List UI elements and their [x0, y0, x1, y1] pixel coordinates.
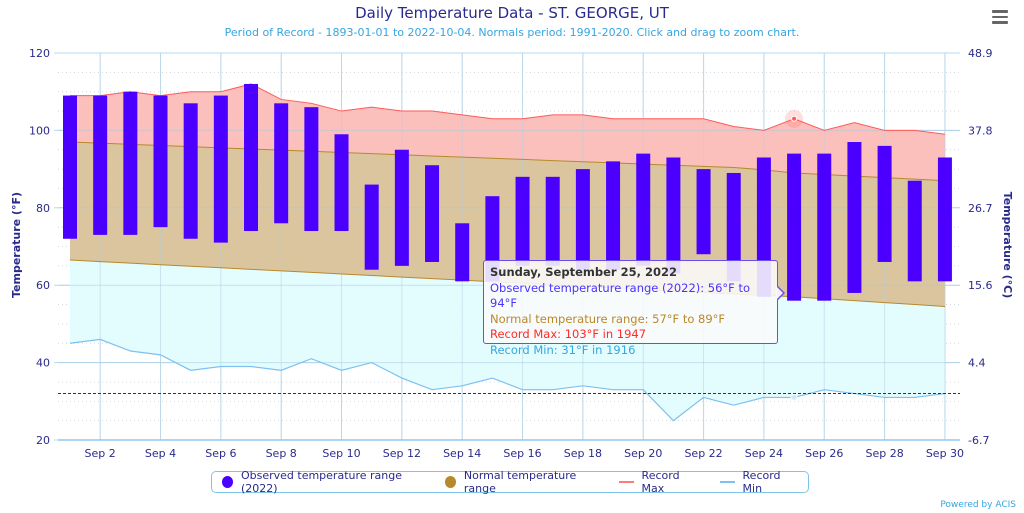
- legend-record-min-label: Record Min: [742, 469, 781, 495]
- legend-item-normal[interactable]: Normal temperature range: [444, 469, 599, 495]
- observed-bar: [666, 157, 681, 274]
- y-axis-label-left: Temperature (°F): [10, 192, 23, 298]
- record-max-band: [70, 83, 945, 181]
- record-min-hover-marker: [790, 393, 798, 401]
- x-tick-label: Sep 22: [684, 447, 722, 460]
- observed-bar: [304, 107, 319, 232]
- tooltip-date: Sunday, September 25, 2022: [490, 265, 677, 279]
- observed-bar: [636, 153, 651, 266]
- observed-bar: [334, 134, 349, 232]
- powered-by-link[interactable]: Powered by ACIS: [940, 500, 1016, 510]
- x-tick-label: Sep 10: [322, 447, 360, 460]
- y-tick-label-right: -6.7: [968, 434, 989, 447]
- observed-bars: [63, 83, 952, 401]
- legend-record-max-line-icon: [619, 481, 634, 483]
- x-tick-label: Sep 12: [383, 447, 421, 460]
- x-tick-label: Sep 16: [503, 447, 541, 460]
- y-tick-label-right: 48.9: [968, 47, 993, 60]
- observed-bar: [847, 142, 862, 293]
- y-tick-label-left: 80: [36, 202, 50, 215]
- x-tick-label: Sep 24: [745, 447, 783, 460]
- observed-bar: [575, 169, 590, 270]
- legend-observed-label: Observed temperature range (2022): [240, 469, 403, 495]
- chart-title: Daily Temperature Data - ST. GEORGE, UT: [355, 4, 669, 22]
- observed-bar: [63, 95, 77, 239]
- tooltip: Sunday, September 25, 2022 Observed temp…: [483, 260, 778, 357]
- chart-subtitle: Period of Record - 1893-01-01 to 2022-10…: [224, 26, 800, 39]
- observed-bar: [606, 161, 621, 270]
- observed-bar: [907, 180, 922, 282]
- legend: Observed temperature range (2022) Normal…: [211, 469, 809, 495]
- observed-bar: [93, 95, 108, 235]
- record-max-line: [70, 83, 945, 135]
- x-tick-label: Sep 30: [926, 447, 964, 460]
- observed-bar: [817, 153, 832, 301]
- x-tick-label: Sep 26: [805, 447, 843, 460]
- observed-bar: [696, 169, 711, 255]
- observed-bar: [153, 95, 168, 228]
- observed-bar: [394, 149, 409, 266]
- legend-record-min-line-icon: [719, 481, 735, 483]
- x-tick-label: Sep 8: [266, 447, 297, 460]
- x-tick-label: Sep 2: [85, 447, 116, 460]
- observed-bar: [726, 172, 741, 282]
- x-tick-label: Sep 4: [145, 447, 176, 460]
- observed-bar: [877, 145, 892, 262]
- legend-observed-dot-icon: [222, 476, 233, 488]
- y-tick-label-left: 120: [29, 47, 50, 60]
- legend-item-record-max[interactable]: Record Max: [619, 469, 700, 495]
- x-tick-label: Sep 20: [624, 447, 662, 460]
- legend-record-max-label: Record Max: [641, 469, 680, 495]
- legend-normal-dot-icon: [444, 476, 456, 488]
- observed-bar: [545, 176, 560, 266]
- axes: 20 40 60 80 100 120 -6.7 4.4 15.6 26.7 37.8 48.9 Sep…: [29, 47, 993, 460]
- y-axis-label-right: Temperature (°C): [1001, 192, 1014, 299]
- tooltip-observed: Observed temperature range (2022): 56°F …: [490, 280, 750, 311]
- y-tick-label-left: 60: [36, 279, 50, 292]
- observed-bar: [123, 91, 138, 235]
- tooltip-record-min: Record Min: 31°F in 1916: [490, 342, 636, 357]
- record-max-hover-marker: [791, 115, 798, 122]
- record-min-line: [69, 338, 946, 422]
- observed-bar: [244, 83, 259, 232]
- y-tick-label-right: 4.4: [968, 357, 986, 370]
- x-tick-label: Sep 14: [443, 447, 481, 460]
- tooltip-arrow-fill: [776, 286, 783, 300]
- observed-bar: [274, 103, 289, 224]
- x-tick-label: Sep 6: [205, 447, 236, 460]
- y-tick-label-right: 26.7: [968, 202, 993, 215]
- observed-bar: [364, 184, 379, 270]
- tooltip-normal: Normal temperature range: 57°F to 89°F: [490, 311, 726, 326]
- observed-bar: [183, 103, 198, 239]
- observed-bar: [455, 223, 470, 282]
- hamburger-menu-icon[interactable]: [992, 10, 1008, 24]
- observed-bar: [787, 153, 802, 301]
- observed-bar: [213, 95, 228, 243]
- y-tick-label-left: 20: [36, 434, 50, 447]
- observed-bar: [937, 157, 952, 282]
- y-tick-label-right: 37.8: [968, 124, 993, 137]
- legend-item-record-min[interactable]: Record Min: [719, 469, 798, 495]
- y-tick-label-left: 40: [36, 357, 50, 370]
- y-tick-label-right: 15.6: [968, 279, 993, 292]
- legend-item-observed[interactable]: Observed temperature range (2022): [222, 469, 425, 495]
- observed-bar: [515, 176, 530, 266]
- y-tick-label-left: 100: [29, 124, 50, 137]
- x-tick-label: Sep 18: [564, 447, 602, 460]
- observed-bar: [425, 165, 440, 262]
- tooltip-record-max: Record Max: 103°F in 1947: [490, 327, 647, 341]
- legend-normal-label: Normal temperature range: [463, 469, 577, 495]
- x-tick-label: Sep 28: [865, 447, 903, 460]
